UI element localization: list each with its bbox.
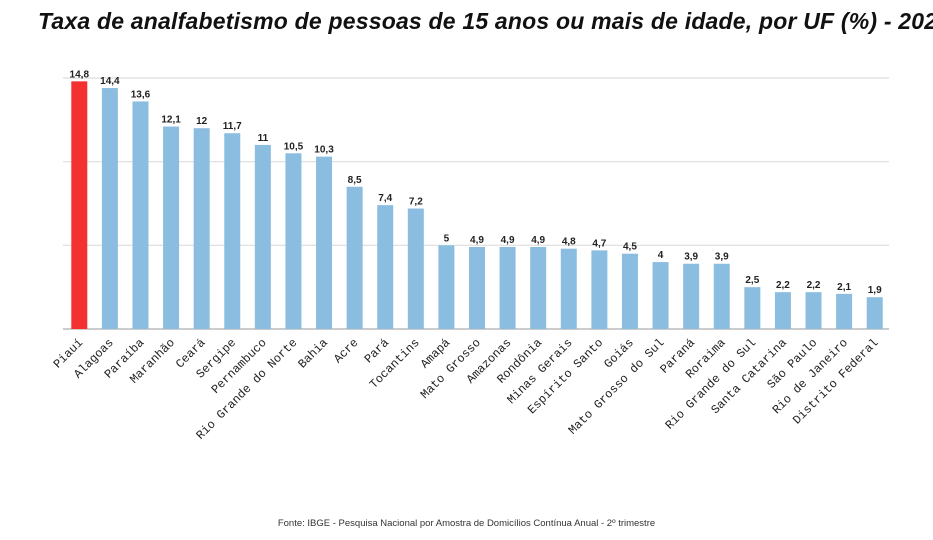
data-label: 4,5 — [623, 242, 637, 253]
data-label: 4 — [658, 250, 664, 261]
data-label: 7,2 — [409, 197, 423, 208]
x-tick-label: Acre — [331, 336, 361, 366]
bar — [469, 247, 485, 329]
bar — [744, 287, 761, 329]
bar — [805, 292, 822, 329]
data-label: 10,3 — [314, 145, 334, 156]
data-label: 4,9 — [531, 235, 545, 246]
data-label: 11 — [258, 133, 269, 144]
bar — [530, 247, 547, 329]
data-label: 4,8 — [562, 237, 576, 248]
x-tick-label: Bahia — [295, 336, 330, 371]
bar — [377, 205, 394, 329]
data-label: 3,9 — [684, 252, 698, 263]
bar — [254, 144, 271, 329]
bar — [438, 245, 455, 329]
bar — [866, 297, 883, 329]
data-label: 2,5 — [745, 275, 759, 286]
data-label: 2,2 — [776, 280, 790, 291]
data-label: 11,7 — [223, 121, 242, 132]
bar — [836, 293, 853, 329]
data-label: 7,4 — [378, 193, 392, 204]
bar — [101, 88, 118, 329]
bar — [774, 292, 791, 329]
bar — [163, 126, 180, 329]
data-label: 14,4 — [100, 76, 120, 87]
bar — [316, 156, 333, 329]
bar — [71, 81, 88, 329]
bar — [132, 101, 149, 329]
bar — [346, 186, 363, 329]
bar — [560, 248, 577, 329]
data-label: 5 — [444, 233, 450, 244]
data-label: 10,5 — [284, 141, 304, 152]
data-label: 1,9 — [868, 285, 882, 296]
bar — [713, 263, 730, 329]
data-label: 12 — [196, 116, 208, 127]
bar — [591, 250, 608, 329]
chart-title: Taxa de analfabetismo de pessoas de 15 a… — [38, 8, 933, 34]
bar — [652, 262, 669, 329]
bar — [499, 247, 516, 329]
data-label: 4,9 — [470, 235, 484, 246]
bar — [193, 128, 210, 329]
data-label: 13,6 — [131, 89, 151, 100]
data-label: 8,5 — [348, 175, 362, 186]
bar — [407, 208, 424, 329]
source-note: Fonte: IBGE - Pesquisa Nacional por Amos… — [277, 518, 656, 529]
data-label: 3,9 — [715, 252, 729, 263]
data-label: 2,2 — [807, 280, 821, 291]
bar — [224, 133, 241, 329]
bar — [683, 263, 700, 329]
data-label: 12,1 — [161, 115, 181, 126]
bar — [285, 153, 302, 329]
data-label: 2,1 — [837, 282, 851, 293]
data-label: 4,9 — [501, 235, 515, 246]
bar-chart: 14,8Piauí14,4Alagoas13,6Paraíba12,1Maran… — [51, 69, 889, 443]
data-label: 14,8 — [70, 69, 90, 80]
data-label: 4,7 — [592, 238, 606, 249]
bar — [621, 253, 638, 329]
